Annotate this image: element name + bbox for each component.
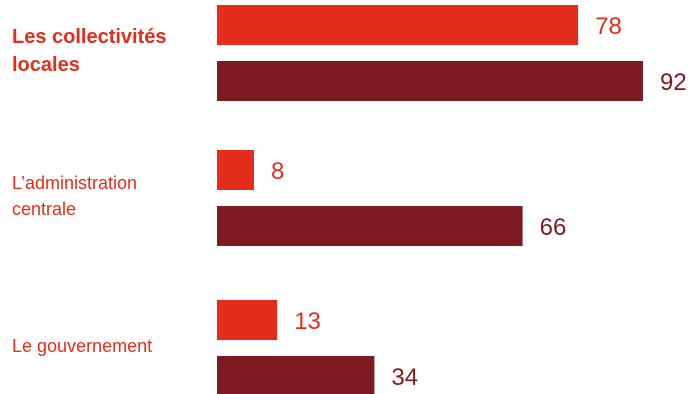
bar-series1-2	[217, 356, 375, 394]
category-label-line: L’administration	[12, 173, 137, 193]
category-label-line: locales	[12, 54, 80, 76]
category-label-line: Le gouvernement	[12, 336, 152, 356]
category-label: Les collectivités locales	[12, 26, 167, 76]
category-label: Le gouvernement	[12, 336, 152, 356]
bar-series0-2	[217, 300, 278, 340]
data-label: 13	[294, 308, 321, 335]
category-label-line: Les collectivités	[12, 26, 167, 48]
category-label-line: centrale	[12, 199, 76, 219]
data-label: 78	[595, 13, 622, 40]
bar-series1-1	[217, 206, 523, 246]
category-label: L’administration centrale	[12, 173, 137, 219]
data-label: 66	[540, 214, 567, 241]
data-label: 34	[391, 364, 418, 391]
data-label: 92	[660, 69, 687, 96]
data-label: 8	[271, 158, 284, 185]
bar-series0-1	[217, 150, 254, 190]
bar-series1-0	[217, 61, 643, 101]
bar-series0-0	[217, 5, 579, 45]
